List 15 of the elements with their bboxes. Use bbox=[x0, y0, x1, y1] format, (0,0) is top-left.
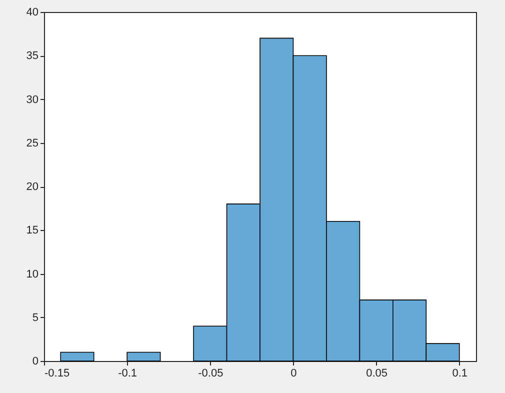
x-tick-label: -0.05 bbox=[198, 368, 224, 380]
y-tick-label: 15 bbox=[26, 224, 38, 237]
y-tick-label: 20 bbox=[26, 181, 38, 193]
x-tick-label: 0 bbox=[290, 368, 297, 380]
y-tick-label: 30 bbox=[26, 94, 38, 106]
y-tick-label: 40 bbox=[26, 6, 38, 18]
x-tick-label: 0.1 bbox=[452, 368, 468, 380]
y-tick-label: 10 bbox=[26, 268, 38, 280]
x-tick-label: -0.1 bbox=[118, 368, 138, 380]
x-tick-label: 0.05 bbox=[366, 368, 388, 380]
y-tick-label: 5 bbox=[32, 312, 38, 324]
x-tick-label: -0.15 bbox=[44, 368, 70, 380]
y-tick-label: 25 bbox=[26, 137, 38, 150]
y-tick-label: 35 bbox=[26, 50, 38, 62]
y-tick-label: 0 bbox=[32, 356, 38, 368]
